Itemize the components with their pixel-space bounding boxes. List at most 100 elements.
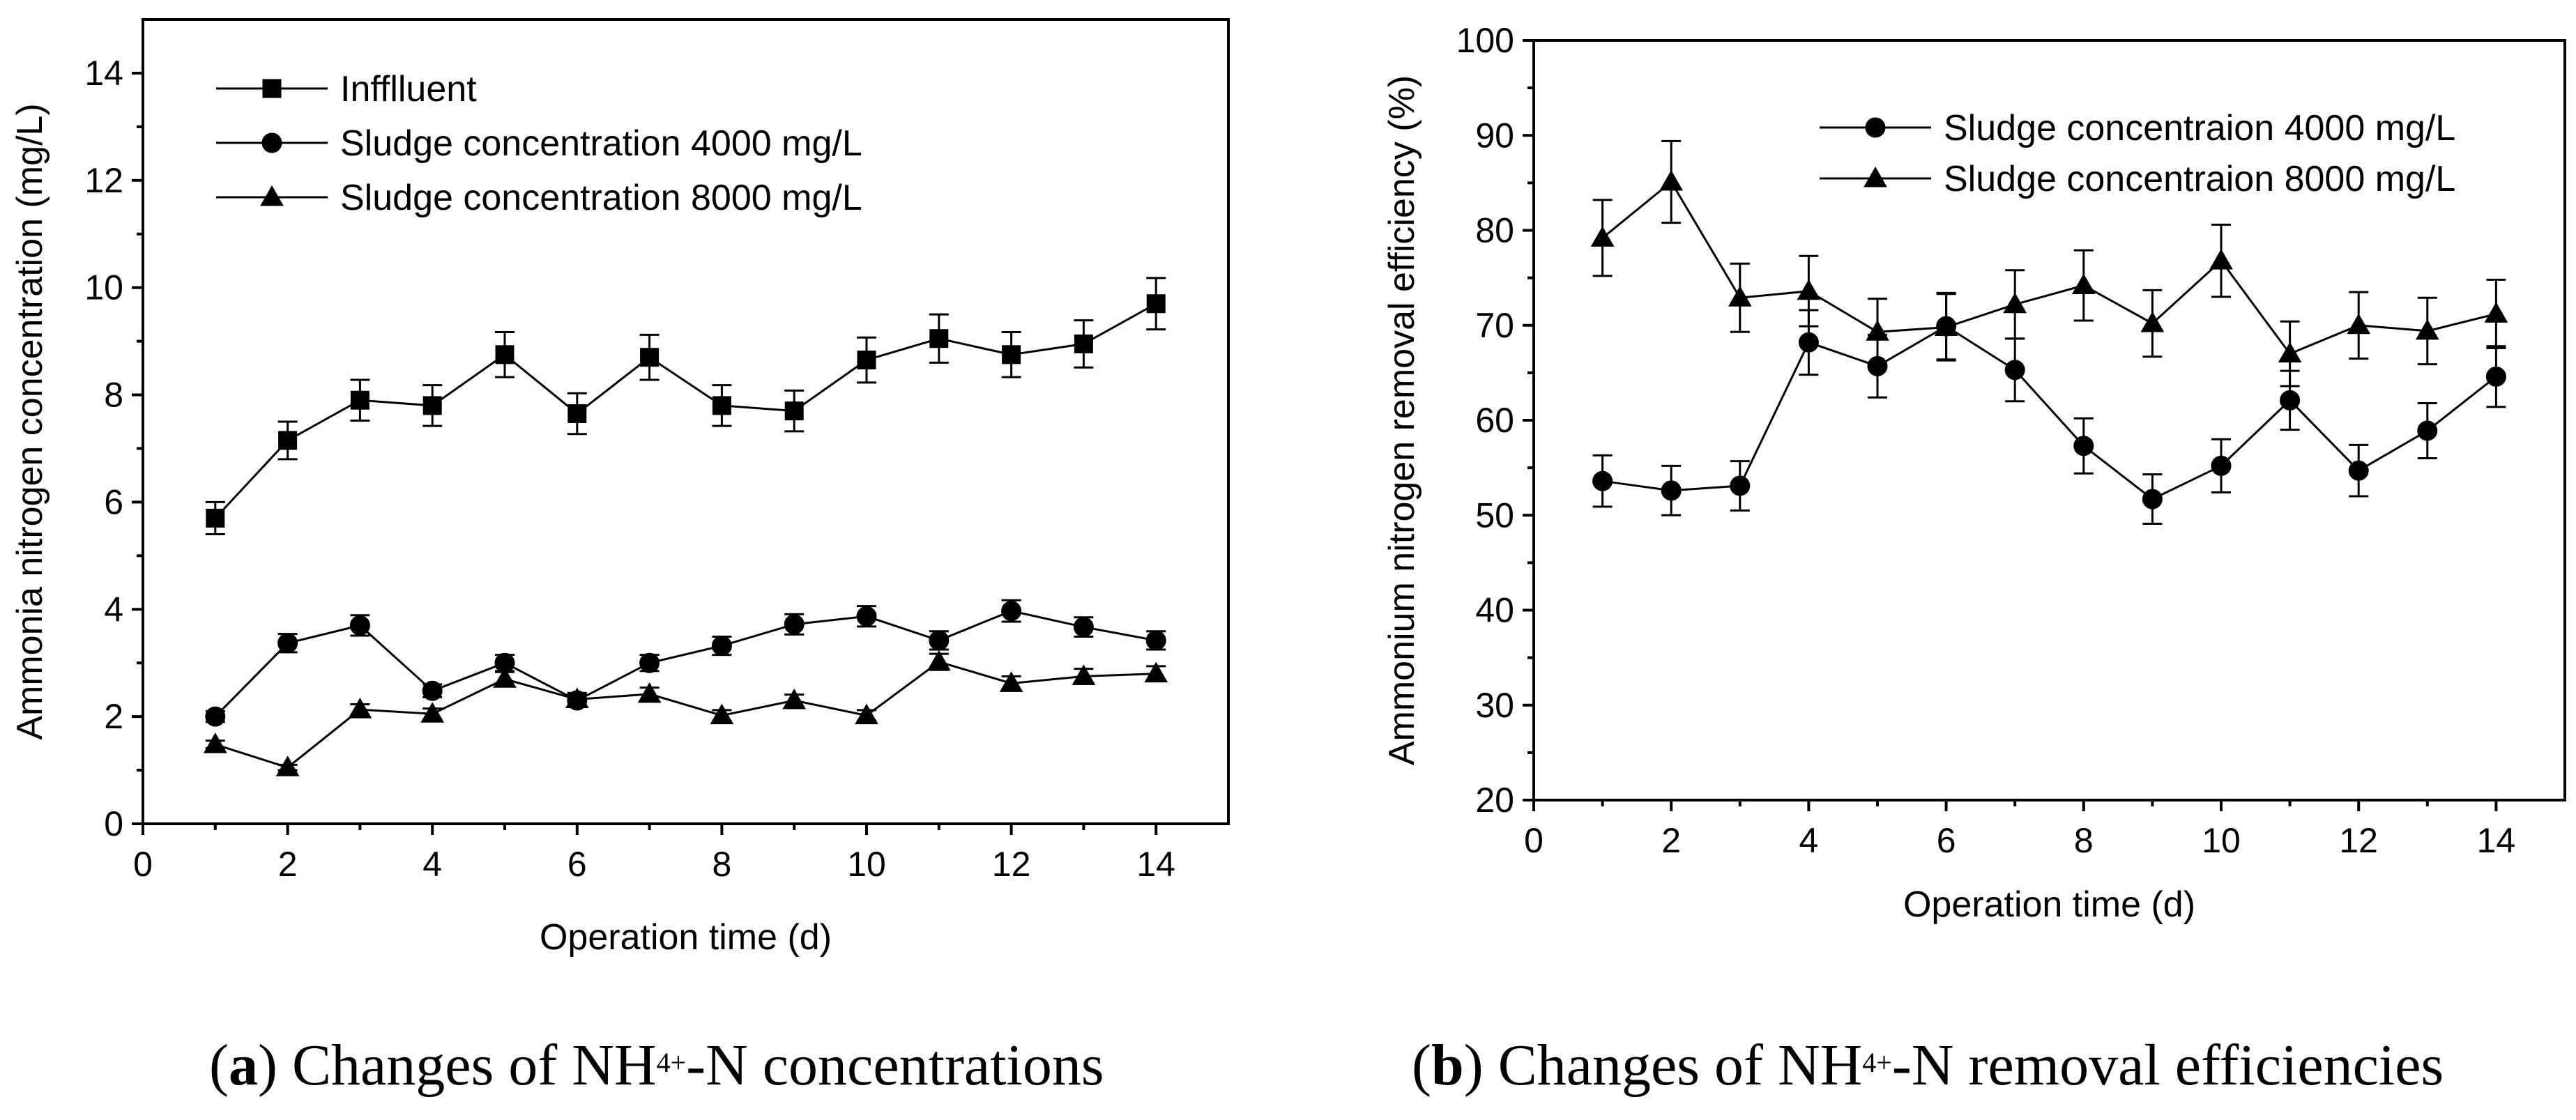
chart-panel-a: 0 2 4 6 8 10 12 14 0 2 4 6 8 10 12 14 Operation time (d)… — [10, 18, 1230, 958]
legend-marker — [1864, 166, 1887, 187]
data-point — [639, 652, 660, 673]
data-point — [2003, 292, 2027, 314]
y-tick-label: 60 — [1475, 401, 1514, 440]
series-2 — [1590, 139, 2508, 388]
caption-a: (a) Changes of NH4+-N concentrations — [209, 1033, 1104, 1098]
x-tick-label: 6 — [567, 845, 587, 884]
data-point — [856, 606, 877, 627]
data-point — [1074, 334, 1093, 353]
data-point — [2211, 455, 2232, 476]
y-tick-label: 14 — [84, 54, 123, 93]
data-point — [2417, 420, 2438, 441]
data-point — [855, 703, 878, 725]
data-point — [2348, 460, 2369, 481]
data-point — [206, 508, 225, 528]
legend-label: Infflluent — [340, 69, 477, 109]
y-tick-label: 20 — [1475, 781, 1514, 820]
series-line — [1602, 325, 2497, 500]
series-1 — [205, 277, 1166, 536]
series-line — [214, 302, 1157, 519]
data-point — [711, 636, 732, 657]
y-tick-label: 10 — [84, 268, 123, 307]
x-tick-label: 14 — [2477, 821, 2516, 860]
legend-label: Sludge concentration 8000 mg/L — [340, 178, 862, 218]
data-point — [2071, 273, 2096, 295]
data-point — [1728, 286, 1752, 307]
x-tick-label: 12 — [992, 845, 1031, 884]
caption-a-text-end: -N concentrations — [686, 1033, 1104, 1098]
series-line — [214, 610, 1157, 718]
data-point — [2209, 249, 2233, 270]
x-axis-title: Operation time (d) — [1903, 884, 2195, 925]
y-tick-label: 90 — [1475, 116, 1514, 155]
series-line — [215, 661, 1157, 769]
data-point — [495, 345, 515, 365]
legend-label: Sludge concentration 4000 mg/L — [340, 123, 862, 164]
data-point — [710, 703, 734, 725]
chart-panel-b: 0 2 4 6 8 10 12 14 20 30 40 50 60 70 80 90 100 Operation … — [1382, 21, 2566, 925]
data-point — [2073, 436, 2094, 457]
data-point — [422, 680, 443, 701]
x-tick-label: 0 — [133, 845, 153, 884]
caption-a-subscript: 4+ — [656, 1047, 687, 1078]
y-tick-label: 40 — [1475, 591, 1514, 630]
y-tick-label: 2 — [104, 697, 123, 736]
data-point — [493, 667, 517, 688]
y-tick-label: 30 — [1475, 686, 1514, 725]
data-point — [857, 351, 876, 370]
data-point — [927, 650, 951, 671]
data-point — [1145, 630, 1166, 651]
data-point — [1144, 661, 1168, 683]
data-point — [1001, 601, 1022, 622]
data-point — [2484, 302, 2508, 323]
y-axis-title: Ammonia nitrogen concentration (mg/L) — [10, 103, 50, 739]
data-point — [2140, 312, 2165, 332]
data-point — [278, 431, 298, 450]
data-point — [1146, 294, 1166, 314]
legend-marker — [261, 132, 282, 153]
y-axis-title: Ammonium nitrogen removal efficiency (%) — [1382, 75, 1422, 765]
data-point — [2280, 390, 2301, 411]
data-point — [712, 396, 731, 415]
data-point — [348, 698, 372, 719]
caption-b-text-end: -N removal efficiencies — [1891, 1033, 2444, 1098]
x-tick-label: 6 — [1937, 821, 1956, 860]
x-tick-label: 8 — [2074, 821, 2094, 860]
y-tick-label: 100 — [1456, 21, 1514, 60]
x-tick-label: 10 — [847, 845, 886, 884]
series-3 — [203, 650, 1168, 776]
legend-marker — [262, 79, 282, 98]
x-tick-label: 4 — [1799, 821, 1818, 860]
data-point — [1073, 617, 1094, 638]
data-point — [1590, 226, 1615, 247]
data-point — [2278, 342, 2302, 363]
x-tick-label: 8 — [712, 845, 731, 884]
data-point — [349, 615, 370, 636]
data-point — [640, 348, 660, 367]
data-point — [565, 687, 589, 709]
x-tick-label: 2 — [1661, 821, 1681, 860]
plot-frame — [142, 18, 1230, 825]
legend: Sludge concentraion 4000 mg/L Sludge conc… — [1820, 108, 2455, 199]
data-point — [350, 390, 369, 410]
data-point — [1866, 320, 1889, 341]
legend-marker — [1865, 117, 1886, 138]
y-tick-label: 4 — [104, 590, 123, 629]
data-point — [277, 633, 298, 654]
y-tick-label: 6 — [104, 482, 123, 521]
x-tick-label: 2 — [278, 845, 298, 884]
caption-b: (b) Changes of NH4+-N removal efficienci… — [1412, 1033, 2444, 1098]
data-point — [929, 630, 950, 651]
data-point — [784, 401, 804, 421]
data-point — [275, 755, 300, 776]
data-point — [1798, 332, 1819, 353]
data-point — [567, 404, 587, 423]
data-point — [784, 614, 805, 635]
legend-label: Sludge concentraion 4000 mg/L — [1944, 108, 2455, 148]
x-tick-label: 14 — [1136, 845, 1175, 884]
legend-label: Sludge concentraion 8000 mg/L — [1944, 159, 2455, 199]
y-tick-label: 8 — [104, 376, 123, 415]
data-point — [205, 706, 226, 727]
caption-a-letter: a — [228, 1033, 258, 1098]
data-point — [2142, 489, 2163, 509]
